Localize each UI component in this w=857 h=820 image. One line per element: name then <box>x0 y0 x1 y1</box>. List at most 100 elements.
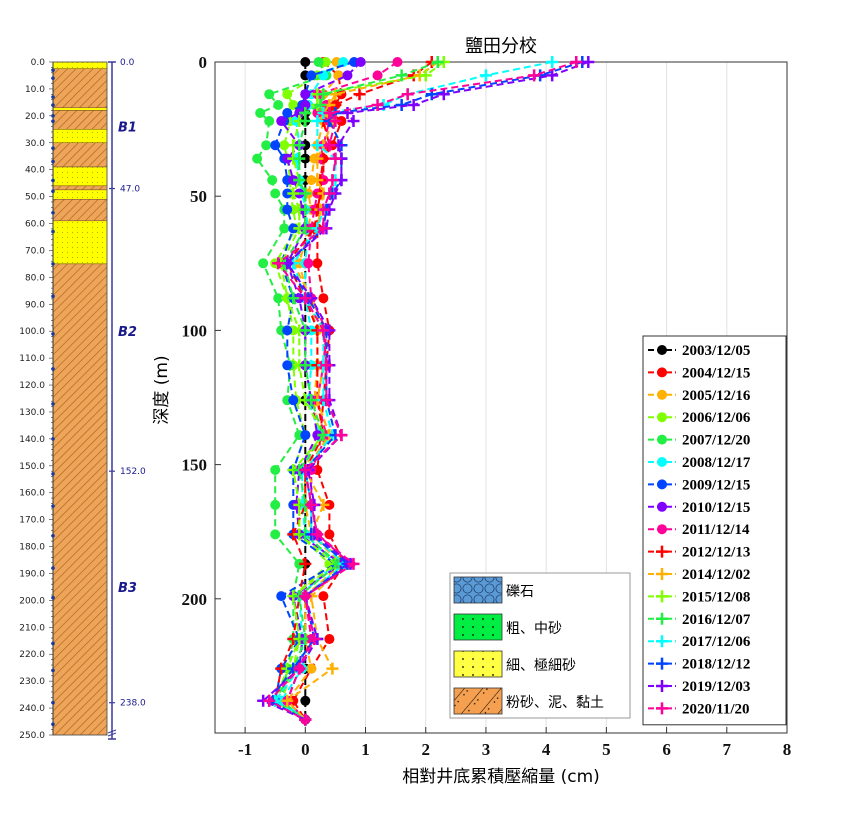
column-depth-tick-label: 60.0 <box>25 220 45 230</box>
data-point <box>279 140 290 151</box>
legend-marker <box>657 367 667 378</box>
data-point <box>324 634 335 645</box>
data-point <box>317 88 330 101</box>
data-point <box>303 258 314 269</box>
data-point <box>270 499 281 510</box>
legend-entry: 2017/12/06 <box>648 634 751 650</box>
data-point <box>336 116 347 127</box>
x-tick-label: -1 <box>238 740 252 759</box>
data-point <box>299 222 312 235</box>
column-depth-tick-label: 150.0 <box>19 462 45 472</box>
unit-label-b3: B3 <box>118 581 137 596</box>
data-point <box>305 394 318 407</box>
legend-entry: 2008/12/17 <box>648 455 751 471</box>
data-point <box>288 395 299 406</box>
data-point <box>282 360 293 371</box>
data-point <box>347 557 360 570</box>
x-tick-label: 8 <box>783 740 792 759</box>
data-point <box>326 174 339 187</box>
data-point <box>317 222 330 235</box>
unit-label-b1: B1 <box>118 121 137 136</box>
sensor-marker <box>51 332 55 336</box>
data-point <box>312 430 323 441</box>
data-point <box>437 88 450 101</box>
sensor-marker <box>51 472 55 476</box>
data-point <box>372 70 383 81</box>
lithology-swatch-silt-clay <box>453 687 503 715</box>
data-point <box>311 139 324 152</box>
column-layer-silt-clay <box>52 68 108 109</box>
sensor-marker <box>51 119 55 124</box>
legend-marker <box>656 635 668 648</box>
data-point <box>255 107 266 118</box>
data-point <box>299 187 312 200</box>
legend-label: 2014/12/02 <box>682 567 750 583</box>
data-point <box>570 56 583 68</box>
data-point <box>299 359 312 372</box>
legend-entry: 2012/12/13 <box>648 545 750 561</box>
data-point <box>311 528 324 541</box>
column-depth-tick-label: 90.0 <box>25 300 45 310</box>
x-tick-label: 2 <box>421 740 430 759</box>
column-depth-tick-label: 220.0 <box>19 650 45 660</box>
data-point <box>546 56 559 68</box>
column-depth-tick-label: 40.0 <box>25 166 45 176</box>
data-point <box>308 633 321 646</box>
legend-label: 2012/12/13 <box>682 545 750 561</box>
data-point <box>300 99 311 110</box>
legend-label: 2016/12/07 <box>682 612 751 628</box>
legend-marker <box>656 657 668 670</box>
data-point <box>293 152 306 165</box>
legend-marker <box>657 412 667 423</box>
legend-label: 2007/12/20 <box>682 433 750 449</box>
data-point <box>407 98 420 111</box>
legend-marker <box>656 612 668 625</box>
data-point <box>282 325 293 336</box>
legend-label: 2018/12/12 <box>682 657 750 673</box>
column-depth-tick-label: 120.0 <box>19 381 45 391</box>
y-tick-label: 0 <box>199 53 208 72</box>
data-point <box>299 713 312 726</box>
data-point <box>294 293 305 304</box>
data-point <box>272 257 285 270</box>
legend-marker <box>656 545 668 558</box>
legend-entry: 2018/12/12 <box>648 657 750 673</box>
legend-label: 2015/12/08 <box>682 589 750 605</box>
series-2020-11-20 <box>263 56 583 726</box>
x-tick-label: 3 <box>482 740 491 759</box>
legend-marker <box>657 501 667 512</box>
data-point <box>311 115 324 128</box>
data-point <box>306 70 317 81</box>
lithology-swatch-coarse-sand <box>453 613 503 641</box>
x-tick-label: 7 <box>723 740 732 759</box>
lithology-label: 粉砂、泥、黏土 <box>506 695 604 711</box>
data-point <box>299 463 312 476</box>
data-point <box>267 175 278 186</box>
legend-label: 2003/12/05 <box>682 343 750 359</box>
unit-boundary-label: 238.0 <box>120 699 146 709</box>
legend-marker <box>657 524 667 535</box>
y-tick-label: 100 <box>182 321 208 340</box>
data-point <box>299 292 312 305</box>
legend-label: 2004/12/15 <box>682 365 750 381</box>
column-depth-tick-label: 10.0 <box>25 85 45 95</box>
data-point <box>318 293 329 304</box>
column-layer-silt-clay <box>52 110 108 130</box>
column-layer-fine-sand <box>52 107 108 111</box>
data-point <box>270 188 281 199</box>
legend-marker <box>657 434 667 445</box>
data-point <box>401 88 414 101</box>
legend-entry: 2019/12/03 <box>648 679 750 695</box>
legend-entry: 2015/12/08 <box>648 589 750 605</box>
data-point <box>293 174 306 187</box>
data-point <box>299 115 312 128</box>
data-point <box>270 140 281 151</box>
legend-entry: 2003/12/05 <box>648 343 750 359</box>
sensor-marker <box>51 504 55 508</box>
x-tick-label: 0 <box>301 740 310 759</box>
column-depth-tick-label: 110.0 <box>19 354 45 364</box>
legend-marker <box>656 590 668 603</box>
sensor-marker <box>51 294 55 299</box>
data-point <box>294 558 305 569</box>
data-point <box>323 139 336 152</box>
